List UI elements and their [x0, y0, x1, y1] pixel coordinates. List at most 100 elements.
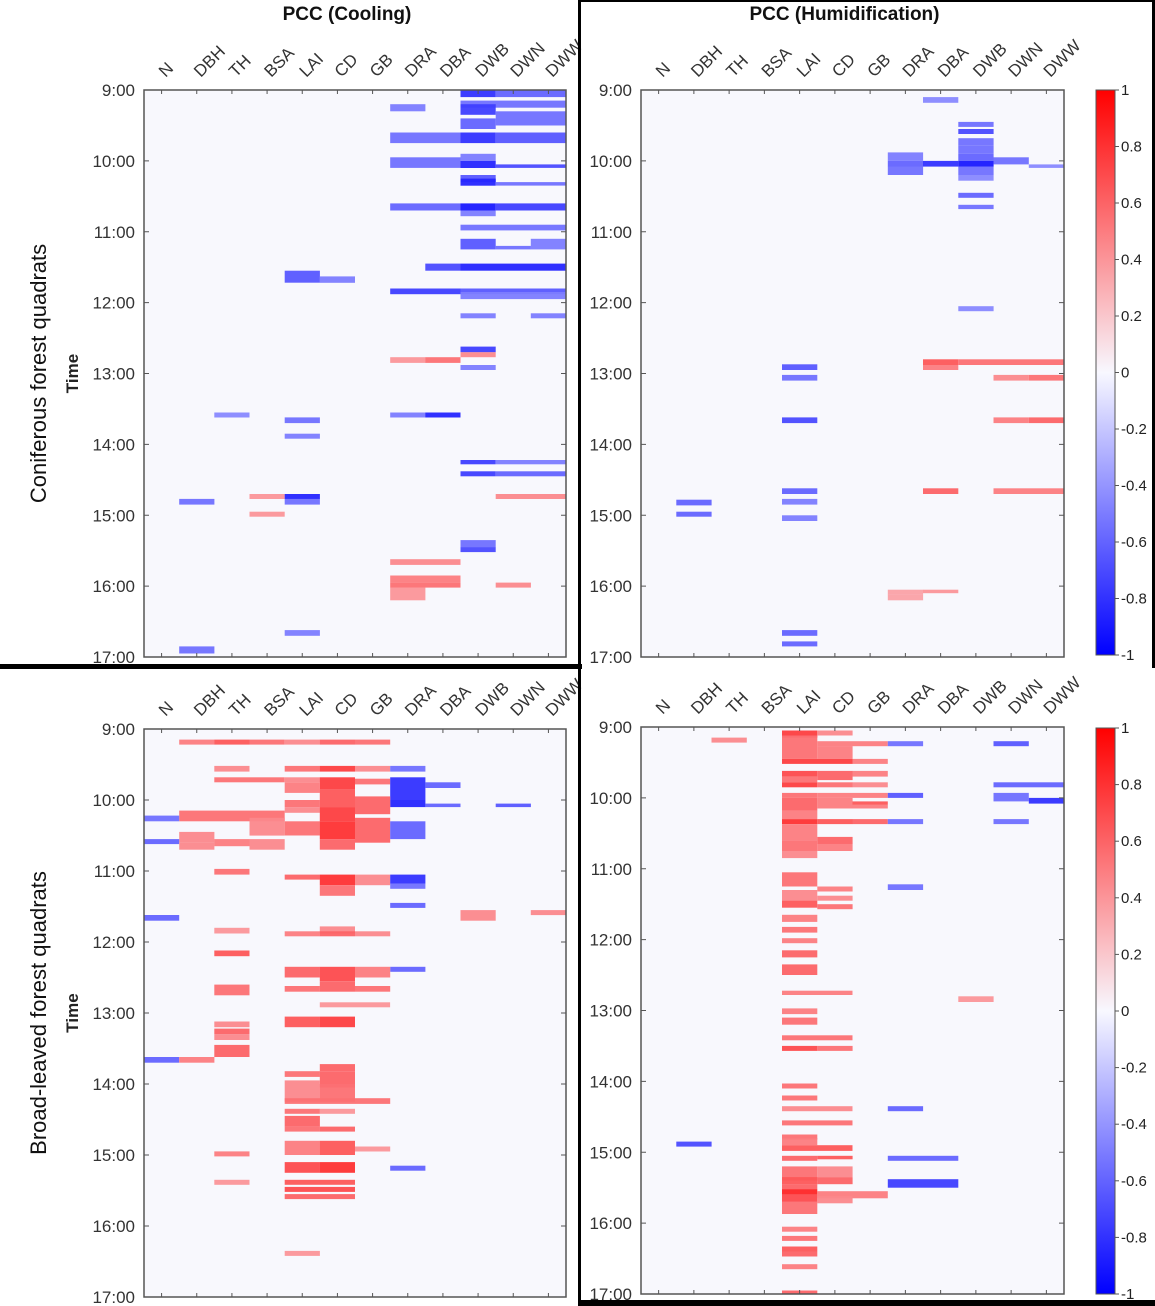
heatmap-cell	[782, 1166, 818, 1181]
heatmap-cell	[923, 97, 959, 103]
heatmap-cell	[817, 741, 888, 747]
heatmap-cell	[993, 488, 1064, 494]
heatmap-cell	[179, 498, 215, 505]
heatmap-cell	[284, 1016, 320, 1028]
heatmap-cell	[923, 365, 959, 370]
x-tick-label: CD	[331, 689, 362, 720]
heatmap-cell	[460, 263, 566, 271]
row-title: Coniferous forest quadrats	[26, 244, 51, 503]
x-tick-label: DWB	[471, 678, 512, 719]
x-tick-label: GB	[864, 50, 895, 81]
heatmap-cell	[460, 288, 566, 295]
x-tick-label: LAI	[793, 686, 824, 717]
colorbar-tick-label: -1	[1121, 647, 1134, 664]
heatmap-cell	[179, 810, 285, 822]
heatmap-cell	[782, 735, 818, 759]
heatmap-cell	[390, 412, 426, 418]
heatmap-cell	[782, 1120, 853, 1126]
y-tick-label: 17:00	[589, 648, 632, 667]
heatmap-cell	[993, 157, 1029, 165]
heatmap-cell	[390, 902, 426, 908]
heatmap-cell	[817, 792, 888, 798]
x-tick-label: DBH	[190, 42, 229, 81]
colorbar-tick-label: 0.6	[1121, 195, 1142, 212]
heatmap-cell	[711, 737, 747, 743]
y-tick-label: 15:00	[92, 1146, 135, 1165]
colorbar-tick-label: -0.6	[1121, 534, 1147, 551]
heatmap-cell	[319, 874, 355, 886]
heatmap-cell	[958, 204, 994, 210]
heatmap-cell	[144, 915, 180, 921]
heatmap-cell	[782, 1226, 818, 1232]
heatmap-cell	[460, 910, 496, 921]
x-tick-label: CD	[331, 50, 362, 81]
heatmap-cell	[887, 160, 924, 167]
heatmap-cell	[852, 805, 888, 809]
heatmap-cell	[782, 770, 818, 777]
x-tick-label: DWN	[507, 39, 549, 81]
heatmap-cell	[319, 789, 355, 808]
heatmap-cell	[319, 777, 355, 790]
y-tick-label: 11:00	[591, 860, 632, 879]
heatmap-cell	[355, 986, 391, 992]
heatmap-cell	[958, 160, 994, 167]
heatmap-cell	[460, 352, 496, 358]
colorbar-tick-label: 0.8	[1121, 139, 1142, 156]
heatmap-cell	[782, 950, 818, 958]
heatmap-cell	[887, 884, 924, 890]
heatmap-cell	[817, 819, 853, 825]
heatmap-cell	[390, 1165, 426, 1171]
heatmap-cell	[460, 175, 496, 183]
heatmap-cell	[425, 782, 461, 788]
heatmap-cell	[782, 926, 818, 933]
heatmap-cell	[782, 792, 818, 798]
heatmap-cell	[817, 1166, 853, 1177]
heatmap-cell	[676, 499, 712, 506]
heatmap-cell	[319, 1002, 391, 1008]
heatmap-cell	[284, 1098, 391, 1104]
x-tick-label: LAI	[793, 49, 824, 80]
x-tick-label: GB	[366, 50, 397, 81]
y-tick-label: 14:00	[589, 435, 632, 454]
heatmap-cell	[993, 374, 1029, 381]
heatmap-cell	[460, 203, 496, 211]
heatmap-cell	[993, 792, 1029, 802]
heatmap-cell	[495, 182, 566, 186]
y-tick-label: 10:00	[92, 152, 135, 171]
x-tick-label: DWB	[969, 676, 1010, 717]
heatmap-cell	[284, 1162, 320, 1173]
heatmap-cell	[319, 839, 355, 850]
heatmap-cell	[887, 1106, 924, 1112]
colorbar-tick-label: -0.6	[1121, 1173, 1147, 1190]
heatmap-cell	[817, 836, 853, 844]
y-tick-label: 16:00	[589, 577, 632, 596]
heatmap-cell	[249, 511, 285, 517]
heatmap-cell	[355, 966, 391, 978]
heatmap-cell	[782, 1035, 853, 1041]
y-tick-label: 13:00	[589, 1002, 632, 1021]
heatmap-cell	[425, 803, 461, 808]
heatmap-cell	[782, 938, 818, 944]
heatmap-cell	[460, 132, 496, 144]
y-tick-label: 9:00	[102, 720, 135, 739]
heatmap-cell	[782, 1095, 818, 1101]
x-tick-label: DWN	[1005, 676, 1047, 718]
heatmap-cell	[817, 904, 853, 910]
heatmap-cell	[958, 129, 994, 134]
heatmap-cell	[958, 138, 994, 146]
heatmap-cell	[782, 840, 818, 851]
y-tick-label: 11:00	[94, 223, 135, 242]
heatmap-cell	[782, 630, 818, 636]
heatmap-cell	[782, 1246, 818, 1252]
heatmap-cell	[958, 121, 994, 127]
heatmap-cell	[214, 1044, 250, 1057]
heatmap-cell	[425, 263, 461, 271]
x-tick-label: CD	[828, 50, 859, 81]
heatmap-cell	[852, 819, 888, 825]
colorbar-tick-label: -0.4	[1121, 478, 1147, 495]
heatmap-cell	[319, 1126, 355, 1132]
heatmap-cell	[993, 782, 1064, 788]
heatmap-cell	[782, 810, 818, 820]
heatmap-cell	[782, 1083, 818, 1089]
heatmap-cell	[249, 839, 285, 850]
